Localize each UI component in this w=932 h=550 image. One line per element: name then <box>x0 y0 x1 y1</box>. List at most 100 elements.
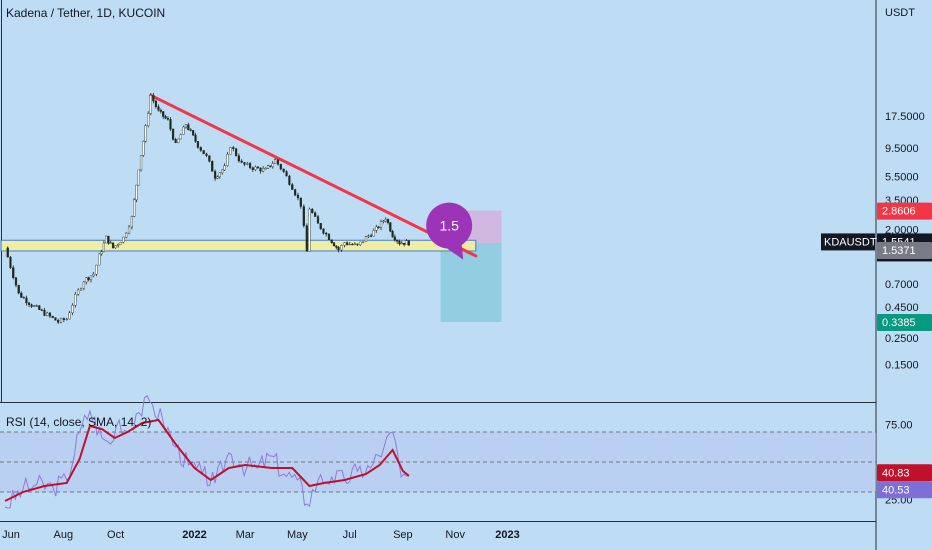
y-tick-label: 17.5000 <box>885 111 925 123</box>
candle-body <box>259 167 262 172</box>
candle-body <box>213 171 217 179</box>
symbol-tag-bg <box>821 233 875 251</box>
candle-body <box>316 216 320 224</box>
candle-body <box>302 206 305 226</box>
x-tick-label: Aug <box>54 529 74 541</box>
candle-body <box>332 242 336 247</box>
candle-body <box>266 165 270 169</box>
rsi-value-tag-bg <box>877 481 932 499</box>
candle-body <box>311 208 314 214</box>
candle-body <box>251 167 254 170</box>
candle-body <box>85 277 88 283</box>
candle-body <box>288 175 291 185</box>
candle-body <box>285 171 288 177</box>
candle-body <box>353 243 356 245</box>
candle-body <box>46 312 49 316</box>
candle-body <box>98 253 101 266</box>
candle-body <box>102 242 105 252</box>
candle-body <box>391 231 394 238</box>
candle-body <box>398 241 401 245</box>
y-tick-label: 0.7000 <box>885 279 919 291</box>
candle-body <box>370 235 373 237</box>
candle-body <box>337 247 340 251</box>
rsi-tick-label: 75.00 <box>885 420 913 432</box>
candle-body <box>133 199 136 217</box>
candle-body <box>229 147 232 155</box>
candle-body <box>348 243 351 246</box>
candle-body <box>127 226 131 234</box>
y-axis-label: USDT <box>885 7 915 19</box>
y-tick-label: 0.1500 <box>885 359 919 371</box>
candle-body <box>179 134 182 140</box>
candle-body <box>226 153 229 166</box>
candle-body <box>152 95 155 102</box>
candle-body <box>382 220 385 222</box>
candle-body <box>43 309 46 316</box>
candle-body <box>299 197 302 207</box>
candle-body <box>187 124 190 130</box>
candle-body <box>223 165 226 171</box>
candle-body <box>335 245 338 248</box>
candle-body <box>393 236 396 241</box>
candle-body <box>221 169 224 174</box>
y-tick-label: 2.0000 <box>885 224 919 236</box>
candle-body <box>17 284 20 294</box>
rsi-ma-tag-bg <box>877 464 932 482</box>
candle-body <box>246 163 249 165</box>
candle-body <box>27 302 31 305</box>
entry-price-tag-text: 1.5371 <box>882 245 916 257</box>
candle-body <box>111 242 115 249</box>
candle-body <box>142 141 145 156</box>
candle-body <box>9 256 12 268</box>
candle-body <box>33 305 36 307</box>
symbol-tag-text: KDAUSDT <box>824 236 877 248</box>
candle-body <box>234 148 238 156</box>
candle-body <box>243 162 246 165</box>
support-zone <box>0 239 477 252</box>
candle-body <box>276 159 280 165</box>
candle-body <box>62 318 65 321</box>
candle-body <box>362 241 365 243</box>
y-tick-label: 9.5000 <box>885 143 919 155</box>
candle-body <box>48 312 52 317</box>
x-tick-label: 2022 <box>182 529 206 541</box>
candle-body <box>154 100 158 107</box>
candle-body <box>164 116 167 119</box>
candle-body <box>40 309 43 311</box>
candle-body <box>174 139 177 143</box>
candle-body <box>314 212 317 217</box>
candle-body <box>171 128 175 140</box>
candle-body <box>351 243 354 246</box>
candle-body <box>122 236 125 243</box>
candle-body <box>254 166 257 170</box>
x-tick-label: Nov <box>445 529 465 541</box>
candle-body <box>271 163 274 167</box>
target-price-tag-text: 2.8606 <box>882 206 916 218</box>
candle-body <box>405 240 408 245</box>
candle-body <box>105 235 108 244</box>
candle-body <box>237 155 240 162</box>
candle-body <box>71 305 74 314</box>
candle-body <box>14 277 18 286</box>
candle-body <box>208 155 211 162</box>
candle-body <box>159 110 162 112</box>
rsi-ma-tag-text: 40.83 <box>882 467 910 479</box>
entry-price-tag-bg <box>877 242 932 259</box>
candle-body <box>396 239 399 242</box>
candle-body <box>291 184 294 190</box>
candle-body <box>196 141 200 148</box>
candle-body <box>35 305 38 307</box>
candle-body <box>162 111 165 117</box>
candle-body <box>68 312 71 320</box>
candle-body <box>82 281 85 289</box>
candle-body <box>59 318 63 323</box>
stop-price-tag-bg <box>877 314 932 331</box>
rr-bubble <box>426 202 473 249</box>
candle-body <box>139 155 143 171</box>
candle-body <box>125 232 128 238</box>
candle-body <box>202 150 205 155</box>
candle-body <box>12 267 15 278</box>
candle-body <box>189 129 192 131</box>
axes: USDT17.50009.50005.50003.50002.00001.200… <box>2 7 925 541</box>
candle-body <box>117 244 120 246</box>
